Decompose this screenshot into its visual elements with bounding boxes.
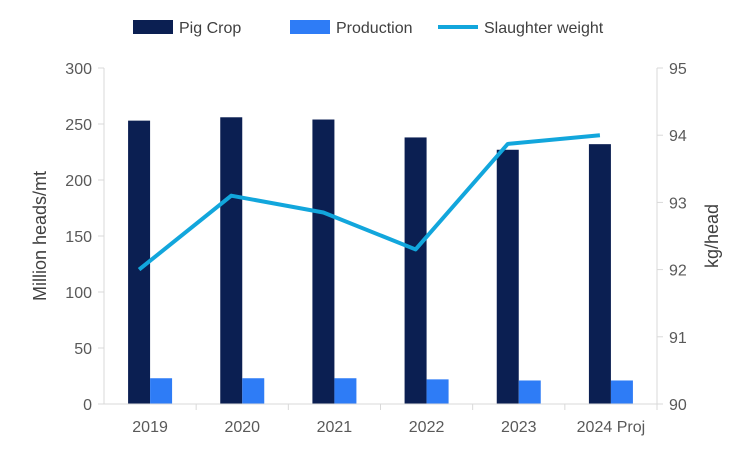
y-tick-label: 150 — [65, 229, 92, 246]
x-tick-label: 2023 — [501, 419, 537, 436]
x-tick-label: 2021 — [317, 419, 353, 436]
axes: 0 50 100 150 200 250 300 90 91 92 93 94 95 2019 2020 20… — [65, 61, 687, 436]
bar-production — [518, 380, 541, 404]
y-tick-label: 300 — [65, 61, 92, 78]
bar-production — [150, 378, 173, 404]
legend-label: Slaughter weight — [484, 20, 604, 37]
y2-tick-label: 95 — [669, 61, 687, 78]
y2-tick-label: 93 — [669, 195, 687, 212]
x-tick-label: 2022 — [409, 419, 445, 436]
y-tick-label: 100 — [65, 285, 92, 302]
y2-axis-label: kg/head — [702, 204, 722, 268]
y-tick-label: 0 — [83, 397, 92, 414]
bar-pig-crop — [128, 120, 151, 404]
line-layer — [137, 133, 601, 272]
bar-pig-crop — [496, 149, 519, 404]
bar-production — [242, 378, 265, 404]
bar-pig-crop — [588, 144, 611, 404]
y2-tick-label: 91 — [669, 330, 687, 347]
bar-production — [334, 378, 357, 404]
bar-layer — [128, 117, 633, 405]
x-tick-label: 2024 Proj — [577, 419, 646, 436]
legend-label: Pig Crop — [179, 20, 241, 37]
legend-swatch — [290, 20, 330, 34]
legend: Pig Crop Production Slaughter weight — [133, 20, 604, 37]
x-tick-label: 2019 — [132, 419, 168, 436]
y-axis-label: Million heads/mt — [30, 171, 50, 301]
bar-pig-crop — [312, 119, 335, 405]
bar-pig-crop — [220, 117, 243, 404]
x-tick-label: 2020 — [224, 419, 260, 436]
y-tick-label: 200 — [65, 173, 92, 190]
y-tick-label: 50 — [74, 341, 92, 358]
bar-production — [426, 379, 449, 404]
y2-tick-label: 94 — [669, 128, 687, 145]
y2-tick-label: 92 — [669, 263, 687, 280]
bar-pig-crop — [404, 137, 427, 404]
bar-production — [610, 380, 633, 404]
line-slaughter-weight — [137, 133, 601, 272]
y2-tick-label: 90 — [669, 397, 687, 414]
legend-swatch — [133, 20, 173, 34]
legend-label: Production — [336, 20, 413, 37]
y-tick-label: 250 — [65, 117, 92, 134]
